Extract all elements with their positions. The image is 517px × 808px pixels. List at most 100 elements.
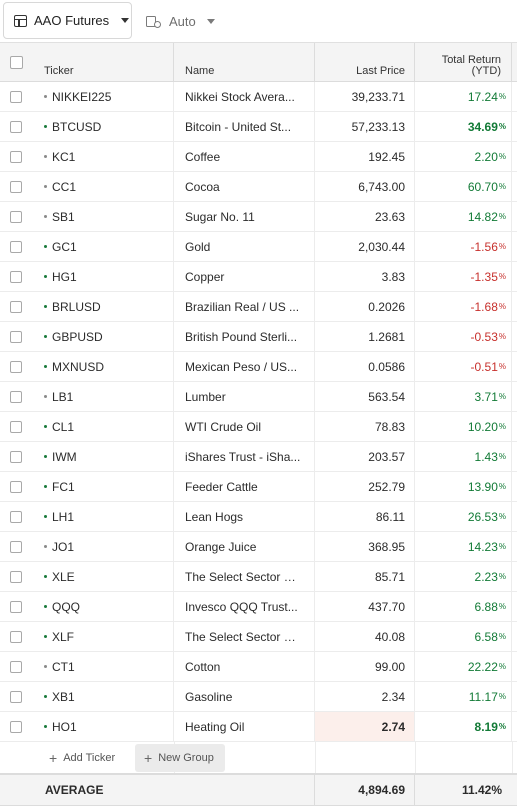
last-price-cell: 1.2681 [315,322,415,351]
ticker-cell[interactable]: XB1 [32,682,174,711]
row-checkbox[interactable] [10,660,22,673]
total-return-value: 14.82 [467,209,498,224]
table-row[interactable]: MXNUSD Mexican Peso / US... 0.0586 -0.51% [0,352,517,382]
name-cell: Feeder Cattle [174,472,315,501]
name-cell: Bitcoin - United St... [174,112,315,141]
ticker-cell[interactable]: BTCUSD [32,112,174,141]
table-row[interactable]: CL1 WTI Crude Oil 78.83 10.20% [0,412,517,442]
table-row[interactable]: HO1 Heating Oil 2.74 8.19% [0,712,517,742]
name-cell: Gasoline [174,682,315,711]
ticker-cell[interactable]: QQQ [32,592,174,621]
percent-suffix: % [498,152,506,161]
ticker-cell[interactable]: HO1 [32,712,174,741]
table-row[interactable]: XB1 Gasoline 2.34 11.17% [0,682,517,712]
column-header-last-price[interactable]: Last Price [315,43,415,81]
ticker-cell[interactable]: LH1 [32,502,174,531]
row-checkbox[interactable] [10,360,22,373]
row-checkbox[interactable] [10,630,22,643]
percent-suffix: % [498,512,506,521]
row-checkbox[interactable] [10,390,22,403]
row-checkbox[interactable] [10,600,22,613]
ticker-cell[interactable]: JO1 [32,532,174,561]
percent-suffix: % [498,542,506,551]
column-header-name[interactable]: Name [174,43,315,81]
table-row[interactable]: CT1 Cotton 99.00 22.22% [0,652,517,682]
watchlist-selector[interactable]: AAO Futures [3,2,132,39]
table-row[interactable]: GC1 Gold 2,030.44 -1.56% [0,232,517,262]
ticker-cell[interactable]: HG1 [32,262,174,291]
ticker-cell[interactable]: GC1 [32,232,174,261]
total-return-header-line2: (YTD) [471,65,501,77]
row-checkbox[interactable] [10,90,22,103]
ticker-cell[interactable]: CT1 [32,652,174,681]
table-row[interactable]: LH1 Lean Hogs 86.11 26.53% [0,502,517,532]
ticker-cell[interactable]: NIKKEI225 [32,82,174,111]
row-checkbox[interactable] [10,720,22,733]
row-checkbox-cell [0,322,32,351]
ticker-symbol: KC1 [52,149,76,164]
row-checkbox[interactable] [10,450,22,463]
percent-suffix: % [498,272,506,281]
table-row[interactable]: CC1 Cocoa 6,743.00 60.70% [0,172,517,202]
ticker-cell[interactable]: CC1 [32,172,174,201]
add-ticker-button[interactable]: + Add Ticker [49,749,115,767]
row-checkbox[interactable] [10,480,22,493]
table-row[interactable]: JO1 Orange Juice 368.95 14.23% [0,532,517,562]
row-checkbox[interactable] [10,570,22,583]
table-row[interactable]: XLE The Select Sector S... 85.71 2.23% [0,562,517,592]
ticker-symbol: XB1 [52,689,75,704]
table-icon [14,14,27,27]
row-checkbox[interactable] [10,690,22,703]
ticker-cell[interactable]: MXNUSD [32,352,174,381]
total-return-cell: -1.56% [415,232,512,261]
row-checkbox[interactable] [10,120,22,133]
row-checkbox[interactable] [10,270,22,283]
row-checkbox[interactable] [10,420,22,433]
table-row[interactable]: IWM iShares Trust - iSha... 203.57 1.43% [0,442,517,472]
table-row[interactable]: QQQ Invesco QQQ Trust... 437.70 6.88% [0,592,517,622]
total-return-cell: -1.68% [415,292,512,321]
last-price-cell: 2,030.44 [315,232,415,261]
select-all-checkbox[interactable] [9,55,23,69]
instrument-name: WTI Crude Oil [185,419,262,434]
row-checkbox[interactable] [10,510,22,523]
ticker-cell[interactable]: XLE [32,562,174,591]
row-checkbox[interactable] [10,540,22,553]
table-row[interactable]: HG1 Copper 3.83 -1.35% [0,262,517,292]
table-row[interactable]: KC1 Coffee 192.45 2.20% [0,142,517,172]
row-checkbox[interactable] [10,300,22,313]
row-checkbox[interactable] [10,210,22,223]
ticker-cell[interactable]: XLF [32,622,174,651]
row-checkbox-cell [0,712,32,741]
row-checkbox[interactable] [10,240,22,253]
column-header-ticker[interactable]: Ticker [32,43,174,81]
table-row[interactable]: FC1 Feeder Cattle 252.79 13.90% [0,472,517,502]
ticker-cell[interactable]: BRLUSD [32,292,174,321]
table-row[interactable]: SB1 Sugar No. 11 23.63 14.82% [0,202,517,232]
instrument-name: Nikkei Stock Avera... [185,89,295,104]
ticker-cell[interactable]: LB1 [32,382,174,411]
ticker-symbol: BRLUSD [52,299,101,314]
table-row[interactable]: BRLUSD Brazilian Real / US ... 0.2026 -1.68… [0,292,517,322]
table-row[interactable]: XLF The Select Sector S... 40.08 6.58% [0,622,517,652]
table-row[interactable]: GBPUSD British Pound Sterli... 1.2681 -0.53… [0,322,517,352]
ticker-cell[interactable]: KC1 [32,142,174,171]
ticker-cell[interactable]: IWM [32,442,174,471]
ticker-cell[interactable]: SB1 [32,202,174,231]
row-checkbox[interactable] [10,150,22,163]
column-header-total-return[interactable]: Total Return (YTD) [415,43,512,81]
total-return-cell: 11.17% [415,682,512,711]
table-row[interactable]: NIKKEI225 Nikkei Stock Avera... 39,233.71 1… [0,82,517,112]
ticker-cell[interactable]: FC1 [32,472,174,501]
average-name-cell [174,775,315,805]
header-checkbox-cell [0,43,32,81]
table-row[interactable]: LB1 Lumber 563.54 3.71% [0,382,517,412]
refresh-mode-selector[interactable]: Auto [146,11,215,31]
row-checkbox[interactable] [10,180,22,193]
new-group-button[interactable]: + New Group [135,744,225,772]
new-group-label: New Group [158,752,214,764]
ticker-cell[interactable]: GBPUSD [32,322,174,351]
row-checkbox[interactable] [10,330,22,343]
table-row[interactable]: BTCUSD Bitcoin - United St... 57,233.13 34.… [0,112,517,142]
ticker-cell[interactable]: CL1 [32,412,174,441]
